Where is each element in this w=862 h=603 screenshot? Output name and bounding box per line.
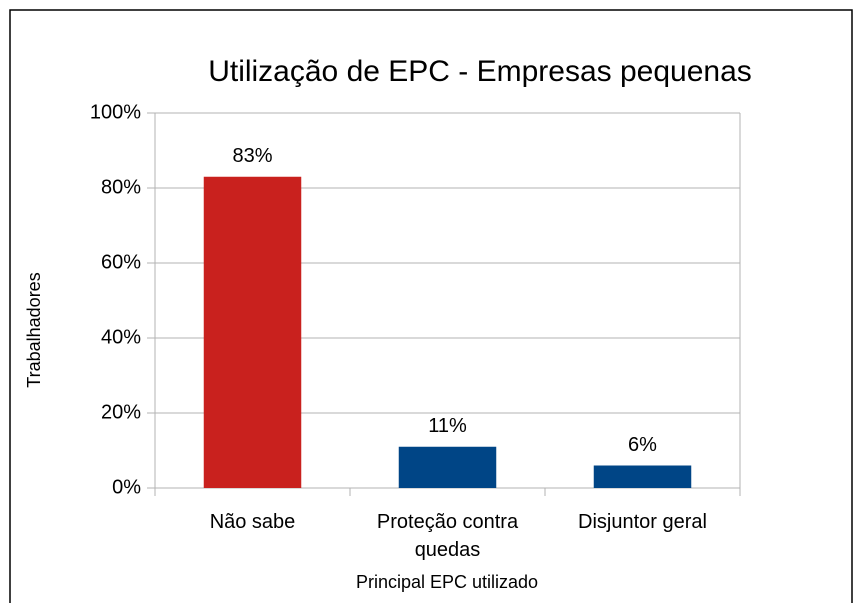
y-tick-label: 0% (112, 476, 141, 498)
y-tick-label: 40% (101, 326, 141, 348)
chart-border (9, 9, 853, 603)
bar (203, 176, 302, 488)
bar (398, 446, 497, 488)
y-axis-title: Trabalhadores (24, 272, 44, 387)
chart-title: Utilização de EPC - Empresas pequenas (208, 55, 752, 88)
x-tick-label: Disjuntor geral (578, 511, 707, 533)
value-label: 6% (628, 434, 657, 456)
x-axis-title: Principal EPC utilizado (356, 572, 538, 592)
y-tick-label: 100% (90, 101, 141, 123)
y-tick-label: 60% (101, 251, 141, 273)
value-label: 83% (232, 145, 272, 167)
bar (593, 465, 692, 488)
x-tick-label: Proteção contra quedas (376, 511, 519, 561)
value-label: 11% (428, 415, 467, 437)
y-tick-label: 20% (101, 401, 141, 423)
x-tick-label: Não sabe (209, 511, 296, 533)
y-tick-label: 80% (101, 176, 141, 198)
